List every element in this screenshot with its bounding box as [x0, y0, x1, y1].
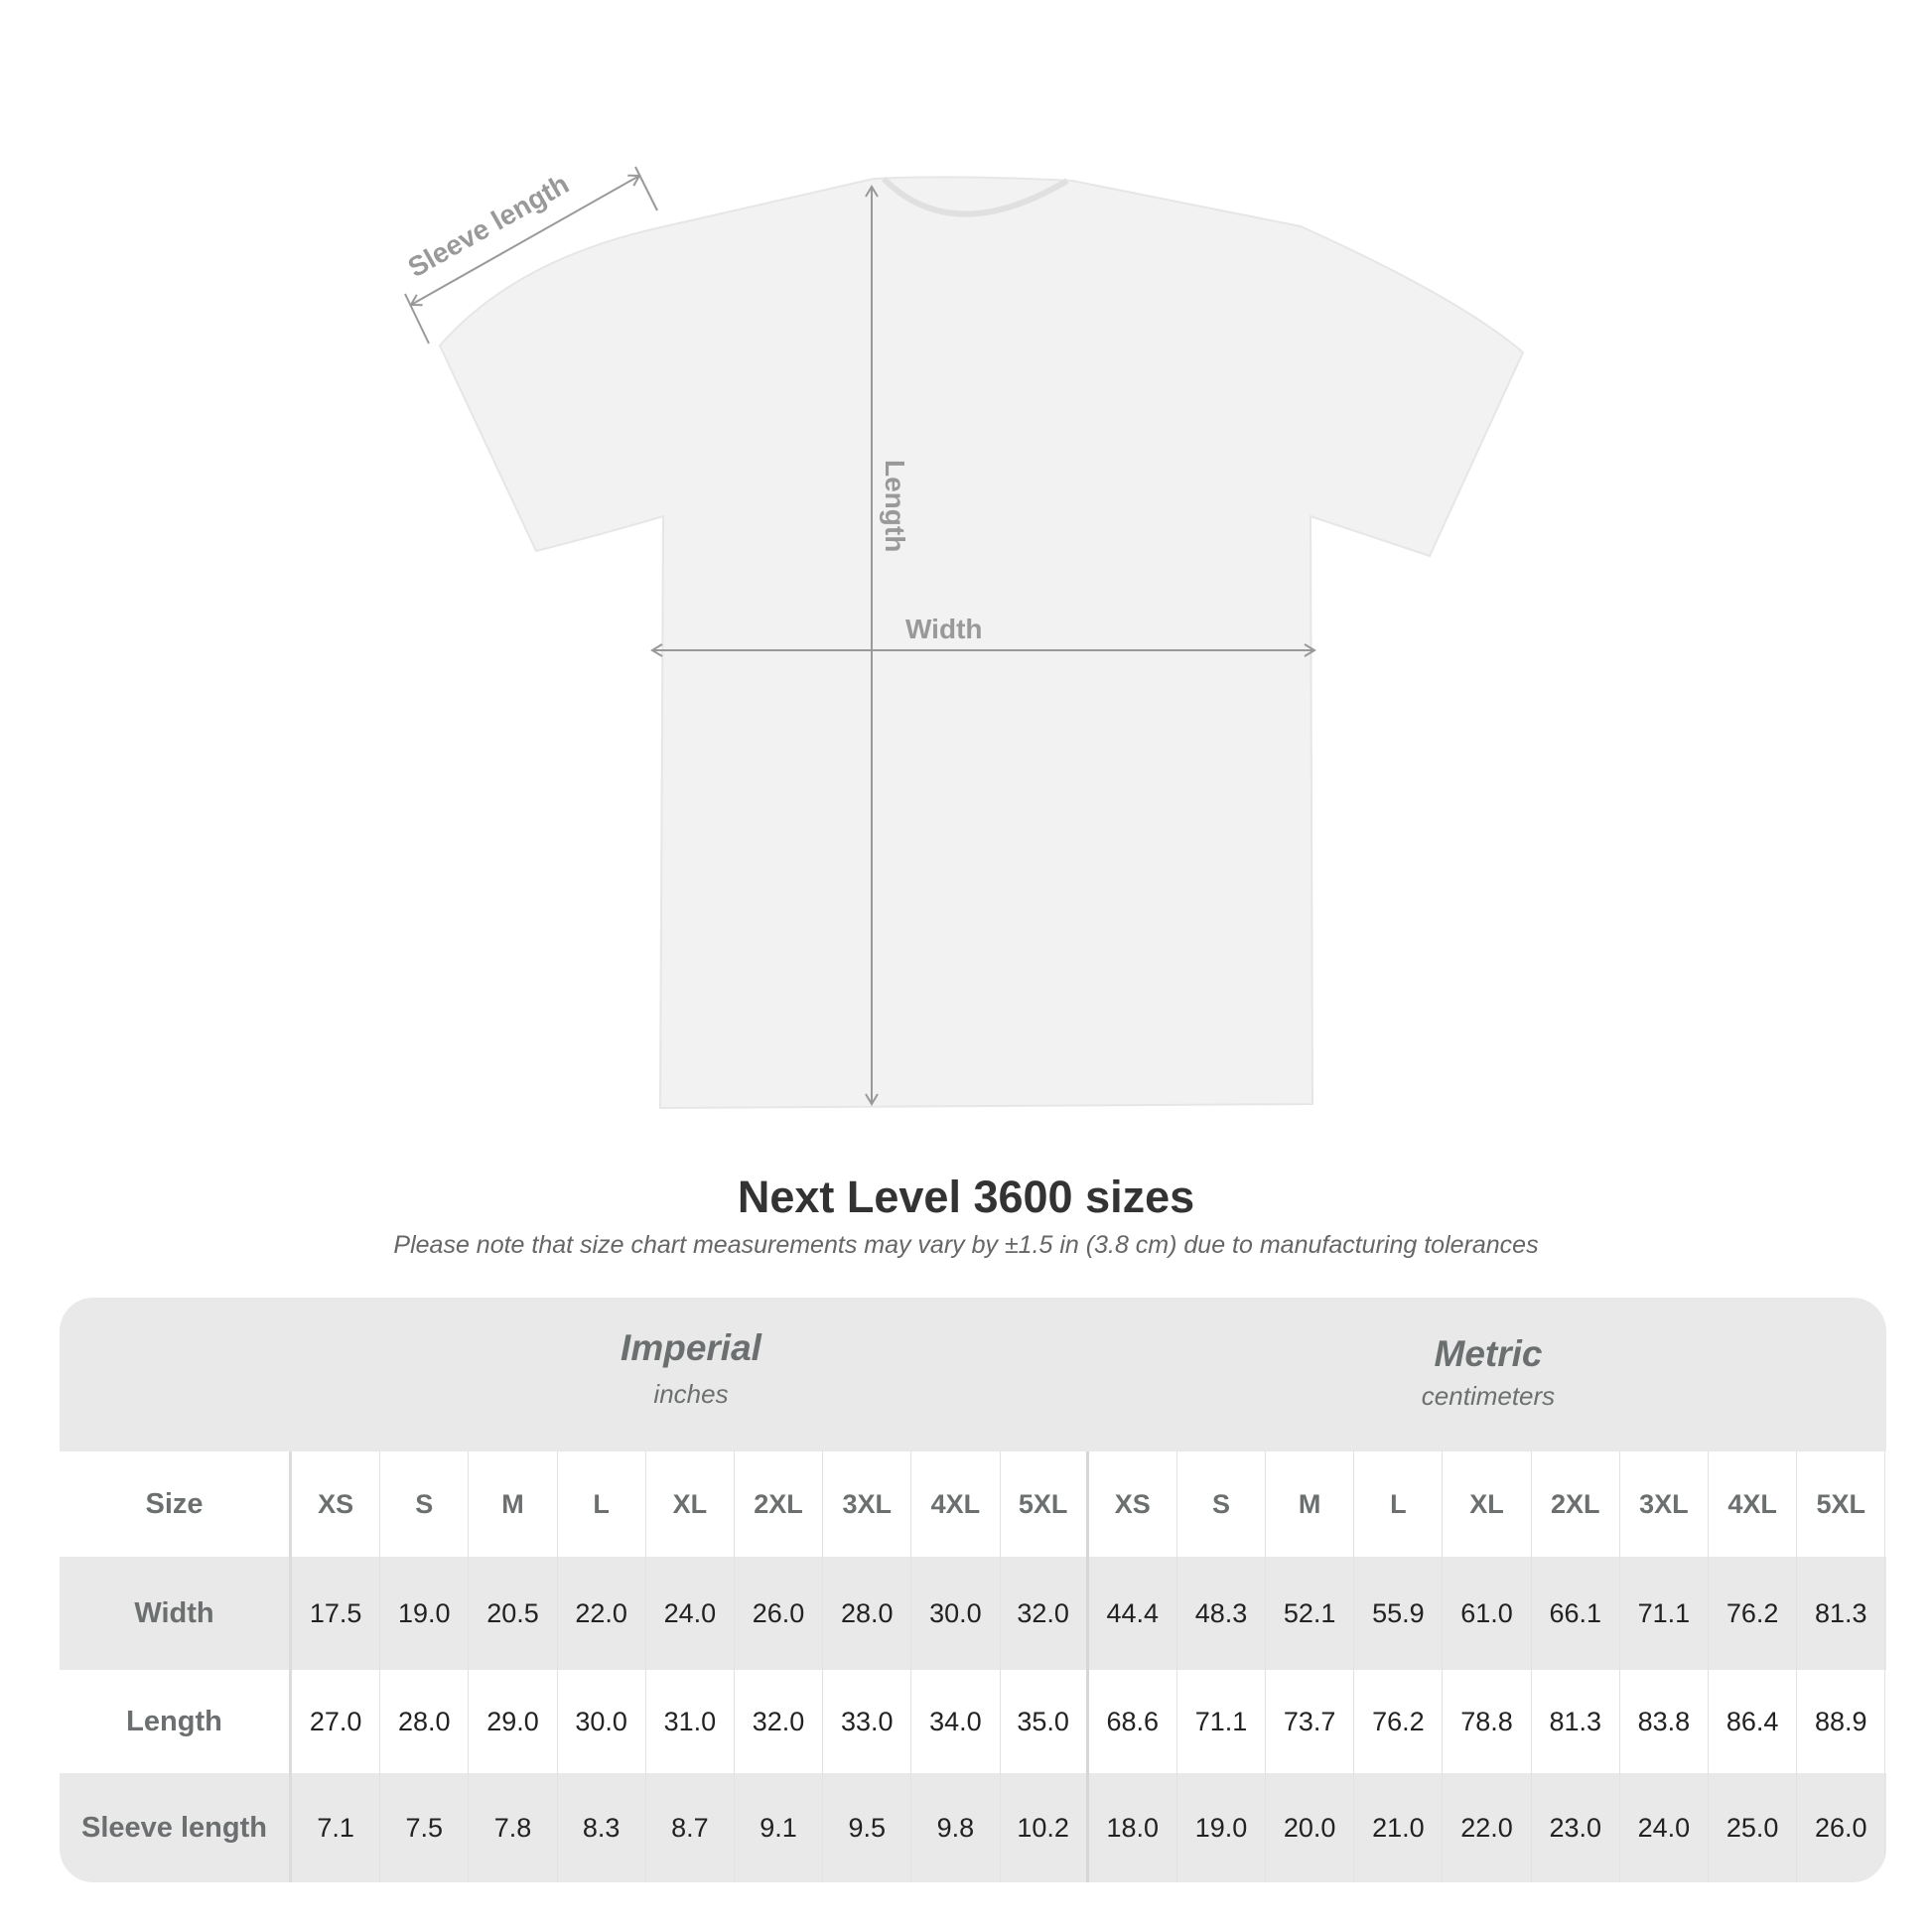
- row-label: Sleeve length: [60, 1773, 292, 1882]
- imperial-value-cell: 31.0: [646, 1670, 735, 1773]
- metric-value-cell: 86.4: [1709, 1670, 1798, 1773]
- tshirt-collar: [881, 176, 1069, 217]
- metric-value-cell: 21.0: [1354, 1773, 1444, 1882]
- metric-value-cell: 44.4: [1089, 1557, 1177, 1670]
- metric-value-cell: 78.8: [1443, 1670, 1532, 1773]
- imperial-value-cell: 28.0: [823, 1557, 912, 1670]
- metric-value-cell: 48.3: [1177, 1557, 1267, 1670]
- imperial-value-cell: 26.0: [735, 1557, 824, 1670]
- page-title: Next Level 3600 sizes: [737, 1172, 1195, 1222]
- metric-size-header: 2XL: [1532, 1451, 1620, 1557]
- metric-size-header: 5XL: [1797, 1451, 1886, 1557]
- metric-size-header: M: [1266, 1451, 1355, 1557]
- imperial-size-header: L: [558, 1451, 646, 1557]
- imperial-size-header: 3XL: [823, 1451, 912, 1557]
- metric-value-cell: 76.2: [1354, 1670, 1444, 1773]
- metric-value-cell: 25.0: [1709, 1773, 1798, 1882]
- sleeve-line: [409, 174, 641, 307]
- tshirt-shape: [438, 176, 1525, 1110]
- width-label: Width: [905, 614, 983, 644]
- metric-title: Metric: [1434, 1333, 1543, 1374]
- imperial-title: Imperial: [621, 1327, 761, 1368]
- metric-header: Metric centimeters: [1090, 1298, 1886, 1451]
- imperial-value-cell: 24.0: [646, 1557, 735, 1670]
- imperial-value-cell: 34.0: [911, 1670, 1001, 1773]
- metric-value-cell: 19.0: [1177, 1773, 1267, 1882]
- table-row: Length 27.0 28.0 29.0 30.0 31.0 32.0 33.0 34.0 35…: [60, 1670, 1886, 1773]
- length-label: Length: [880, 460, 910, 552]
- metric-size-header: XS: [1089, 1451, 1177, 1557]
- imperial-size-header: 4XL: [911, 1451, 1001, 1557]
- table-row: Width 17.5 19.0 20.5 22.0 24.0 26.0 28.0 30.0 32.…: [60, 1557, 1886, 1670]
- metric-value-cell: 81.3: [1797, 1557, 1886, 1670]
- size-header-row: Size XS S M L XL 2XL 3XL 4XL 5XL XS S M L XL 2XL 3XL 4XL 5…: [60, 1451, 1886, 1557]
- imperial-value-cell: 7.8: [469, 1773, 558, 1882]
- imperial-value-cell: 7.1: [292, 1773, 381, 1882]
- imperial-unit: inches: [653, 1379, 729, 1409]
- size-table: Imperial inches Metric centimeters Size X…: [60, 1298, 1886, 1882]
- metric-value-cell: 71.1: [1620, 1557, 1709, 1670]
- imperial-value-cell: 9.5: [823, 1773, 912, 1882]
- metric-value-cell: 55.9: [1354, 1557, 1444, 1670]
- tshirt-diagram: Sleeve length Length Width: [403, 166, 1525, 1110]
- metric-value-cell: 73.7: [1266, 1670, 1355, 1773]
- metric-value-cell: 88.9: [1797, 1670, 1886, 1773]
- metric-size-header: S: [1177, 1451, 1267, 1557]
- metric-value-cell: 71.1: [1177, 1670, 1267, 1773]
- metric-value-cell: 23.0: [1532, 1773, 1620, 1882]
- imperial-value-cell: 17.5: [292, 1557, 381, 1670]
- imperial-header: Imperial inches: [292, 1298, 1090, 1451]
- row-label: Length: [60, 1670, 292, 1773]
- imperial-value-cell: 19.0: [380, 1557, 470, 1670]
- metric-value-cell: 68.6: [1089, 1670, 1177, 1773]
- metric-value-cell: 83.8: [1620, 1670, 1709, 1773]
- row-label: Size: [60, 1451, 292, 1557]
- imperial-value-cell: 9.1: [735, 1773, 824, 1882]
- metric-value-cell: 26.0: [1797, 1773, 1886, 1882]
- metric-unit: centimeters: [1421, 1381, 1556, 1411]
- row-label: Width: [60, 1557, 292, 1670]
- imperial-value-cell: 9.8: [911, 1773, 1001, 1882]
- imperial-value-cell: 32.0: [1001, 1557, 1089, 1670]
- metric-value-cell: 66.1: [1532, 1557, 1620, 1670]
- imperial-value-cell: 35.0: [1001, 1670, 1089, 1773]
- imperial-value-cell: 32.0: [735, 1670, 824, 1773]
- imperial-value-cell: 33.0: [823, 1670, 912, 1773]
- metric-size-header: 3XL: [1620, 1451, 1709, 1557]
- metric-size-header: XL: [1443, 1451, 1532, 1557]
- metric-value-cell: 18.0: [1089, 1773, 1177, 1882]
- metric-value-cell: 20.0: [1266, 1773, 1355, 1882]
- metric-value-cell: 81.3: [1532, 1670, 1620, 1773]
- imperial-size-header: 2XL: [735, 1451, 824, 1557]
- imperial-value-cell: 8.3: [558, 1773, 646, 1882]
- imperial-size-header: XL: [646, 1451, 735, 1557]
- metric-value-cell: 22.0: [1443, 1773, 1532, 1882]
- imperial-size-header: 5XL: [1001, 1451, 1089, 1557]
- imperial-size-header: XS: [292, 1451, 381, 1557]
- metric-value-cell: 61.0: [1443, 1557, 1532, 1670]
- imperial-value-cell: 28.0: [380, 1670, 470, 1773]
- imperial-value-cell: 20.5: [469, 1557, 558, 1670]
- imperial-value-cell: 8.7: [646, 1773, 735, 1882]
- imperial-size-header: M: [469, 1451, 558, 1557]
- tolerance-note: Please note that size chart measurements…: [393, 1231, 1539, 1259]
- imperial-value-cell: 7.5: [380, 1773, 470, 1882]
- imperial-value-cell: 27.0: [292, 1670, 381, 1773]
- imperial-value-cell: 30.0: [558, 1670, 646, 1773]
- metric-value-cell: 52.1: [1266, 1557, 1355, 1670]
- metric-value-cell: 24.0: [1620, 1773, 1709, 1882]
- imperial-value-cell: 10.2: [1001, 1773, 1089, 1882]
- imperial-value-cell: 22.0: [558, 1557, 646, 1670]
- imperial-value-cell: 29.0: [469, 1670, 558, 1773]
- imperial-value-cell: 30.0: [911, 1557, 1001, 1670]
- metric-value-cell: 76.2: [1709, 1557, 1798, 1670]
- metric-size-header: L: [1354, 1451, 1444, 1557]
- table-row: Sleeve length 7.1 7.5 7.8 8.3 8.7 9.1 9.5 9.8 10.…: [60, 1773, 1886, 1882]
- imperial-size-header: S: [380, 1451, 470, 1557]
- metric-size-header: 4XL: [1709, 1451, 1798, 1557]
